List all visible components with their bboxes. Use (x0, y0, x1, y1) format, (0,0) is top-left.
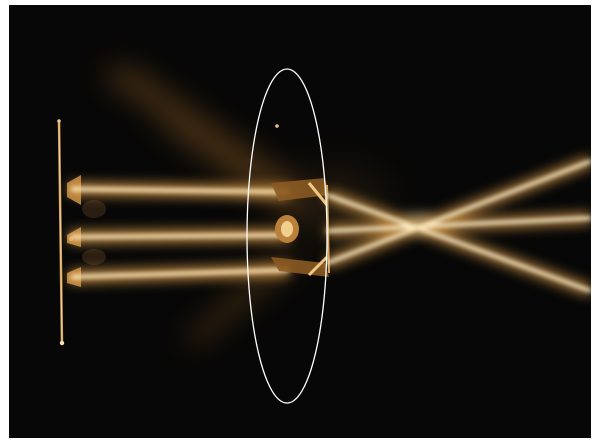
outgoing-beams (326, 159, 591, 293)
incoming-beams (70, 187, 290, 279)
lens-outline (246, 68, 328, 404)
photograph (9, 5, 591, 438)
focal-point (401, 213, 437, 233)
light-ray-photo (9, 5, 591, 438)
